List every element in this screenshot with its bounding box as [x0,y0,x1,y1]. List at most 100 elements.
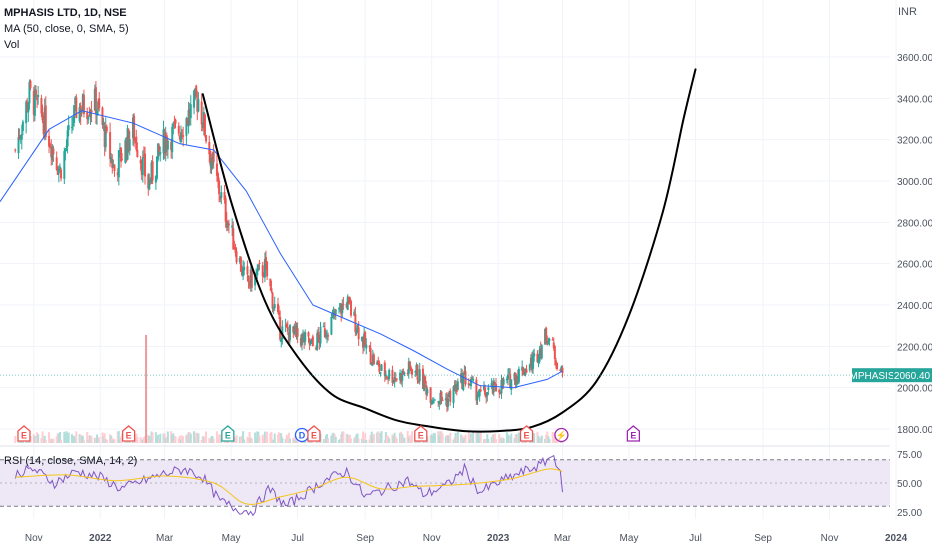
volume-bar [40,438,43,443]
candle-body [368,346,371,348]
candle-body [174,119,177,124]
volume-bar [157,434,160,443]
candle-body [141,157,144,176]
candle-body [461,373,464,389]
volume-bar [360,438,363,443]
candle-body [347,296,350,298]
candle-body [63,151,66,179]
volume-bar [515,433,518,443]
volume-bar [356,433,359,443]
candle-body [315,347,318,350]
candle-body [254,273,257,286]
volume-bar [185,435,188,443]
candle-body [202,111,205,128]
y-tick-label: 3600.00 [897,53,932,64]
candle-body [234,248,237,253]
volume-bar [391,434,394,443]
volume-bar [181,435,184,443]
candle-body [80,110,83,114]
volume-bar [215,431,218,443]
candle-body [362,338,365,348]
candle-body [415,364,418,373]
volume-bar [111,438,114,443]
candle-body [308,338,311,345]
candle-body [250,269,253,288]
x-tick-label: Jul [689,533,702,544]
candle-body [36,97,39,100]
candle-body [256,270,259,276]
y-tick-label: 3000.00 [897,177,932,188]
volume-bar [479,431,482,443]
x-tick-label: Nov [423,533,441,544]
volume-bar [32,434,35,443]
candle-body [376,361,379,365]
volume-bar [195,432,198,443]
volume-bar [411,431,414,443]
volume-bar [399,432,402,443]
candle-body [170,142,173,151]
volume-bar [217,439,220,443]
symbol-legend[interactable]: MPHASIS LTD, 1D, NSE [4,7,127,19]
volume-bar [477,432,480,443]
candle-body [356,325,359,331]
candle-body [391,369,394,383]
volume-bar [193,431,196,443]
volume-bar [409,437,412,443]
volume-bar [188,431,191,443]
candle-body [516,376,519,383]
candle-body [276,303,279,313]
volume-bar [545,434,548,443]
candle-body [50,147,53,158]
volume-bar [407,437,410,443]
candle-body [296,328,299,337]
volume-bar [254,432,257,443]
candle-body [272,306,275,308]
candle-body [429,387,432,404]
candle-body [223,192,226,200]
volume-bar [508,435,511,443]
rsi-legend[interactable]: RSI (14, close, SMA, 14, 2) [4,455,138,467]
event-marker [414,425,428,442]
candle-body [242,267,245,277]
volume-bar [533,433,536,443]
volume-bar [342,431,345,443]
volume-bar [90,436,93,443]
candle-body [525,369,528,373]
event-marker-label: E [126,431,132,441]
candle-body [270,287,273,292]
rsi-line [14,454,563,517]
candle-body [559,369,562,372]
candle-body [485,394,488,398]
candle-body [493,382,496,384]
volume-bar [141,439,144,443]
candle-body [178,136,181,140]
candle-body [219,196,222,200]
ma-legend[interactable]: MA (50, close, 0, SMA, 5) [4,23,129,35]
volume-bar [287,432,290,443]
volume-bar [516,435,519,443]
candle-body [73,105,76,123]
volume-bar [440,431,443,443]
candle-body [182,135,185,137]
volume-bar [49,439,52,443]
candle-body [196,99,199,112]
candle-body [203,114,206,136]
candle-body [157,143,160,160]
candle-body [439,392,442,402]
volume-bar [464,434,467,443]
candle-body [486,391,489,396]
x-tick-label: 2023 [487,533,510,544]
candle-body [406,372,409,374]
candle-body [472,378,475,381]
volume-legend[interactable]: Vol [4,39,20,51]
volume-bar [271,439,274,443]
volume-bar [37,434,40,443]
candle-body [469,378,472,387]
candle-body [90,110,93,113]
volume-bar [34,437,37,443]
x-tick-label: Sep [356,533,374,544]
volume-bar [200,439,203,443]
volume-bar [487,438,490,443]
